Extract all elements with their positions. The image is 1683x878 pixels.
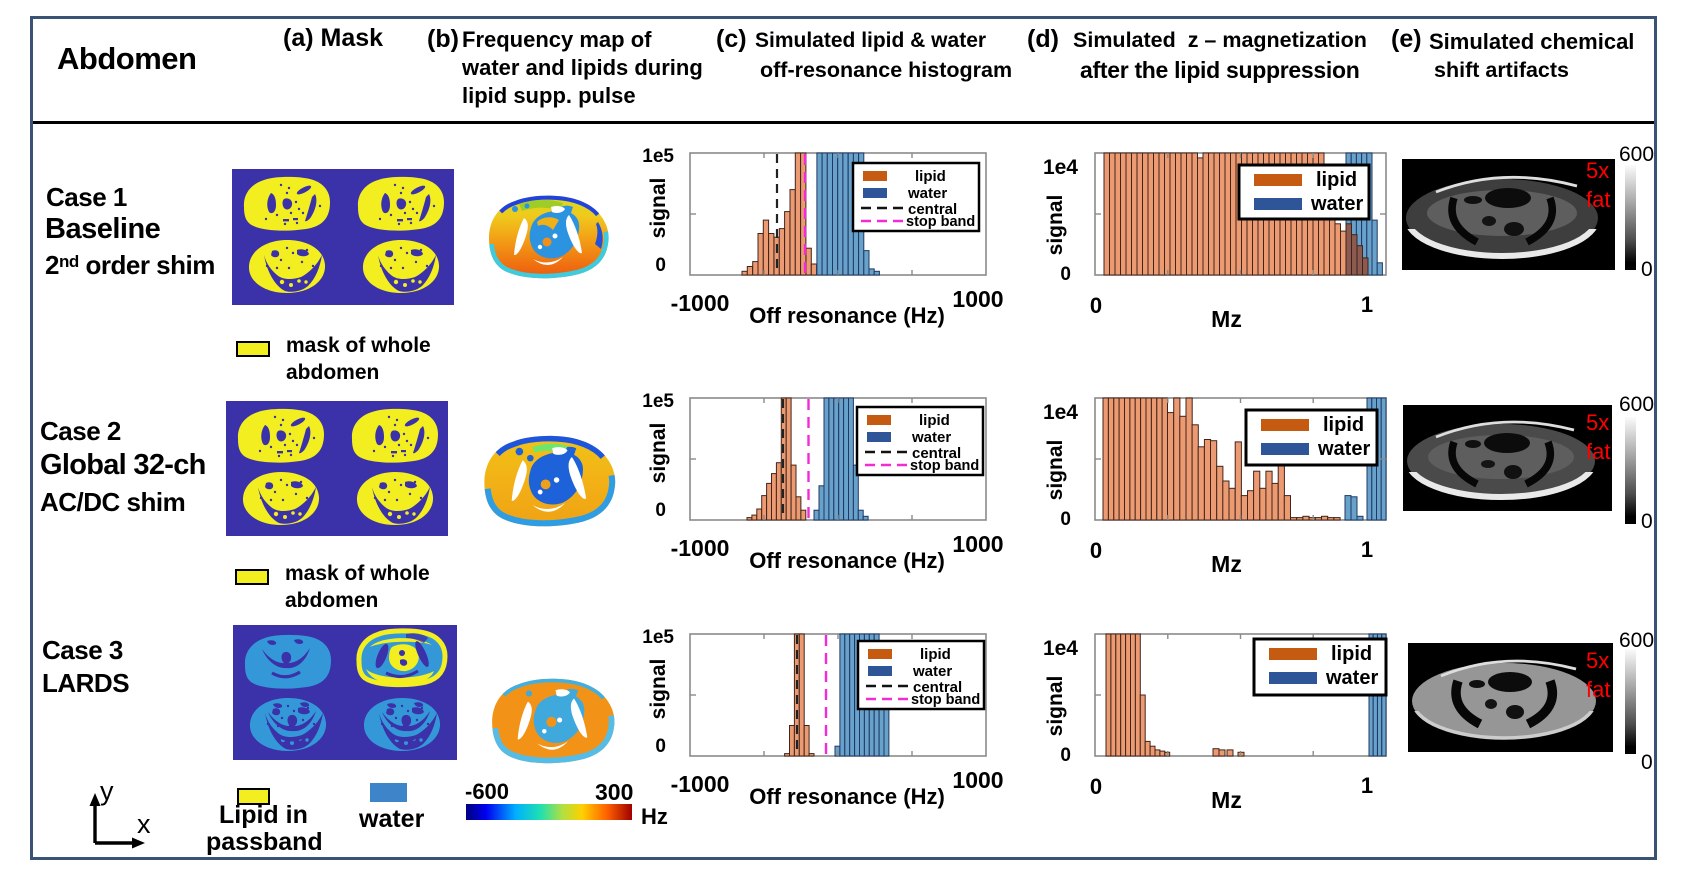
svg-text:stop band: stop band <box>911 692 980 708</box>
svg-text:-1000: -1000 <box>671 771 730 797</box>
svg-text:0: 0 <box>1060 264 1071 285</box>
svg-text:-1000: -1000 <box>671 290 730 316</box>
svg-text:0: 0 <box>1641 751 1653 774</box>
svg-text:0: 0 <box>1060 509 1071 530</box>
svg-text:0: 0 <box>1641 258 1653 281</box>
svg-text:fat: fat <box>1586 439 1610 464</box>
svg-text:signal: signal <box>1044 676 1067 737</box>
svg-text:Mz: Mz <box>1211 306 1242 331</box>
svg-text:water: water <box>911 429 951 446</box>
svg-text:600: 600 <box>1619 629 1654 652</box>
svg-text:water: water <box>907 185 947 202</box>
svg-text:1: 1 <box>1361 537 1373 562</box>
svg-text:signal: signal <box>647 659 670 720</box>
svg-text:600: 600 <box>1619 393 1654 416</box>
svg-text:central: central <box>913 679 962 696</box>
svg-text:fat: fat <box>1586 677 1610 702</box>
svg-text:0: 0 <box>1060 745 1071 766</box>
svg-text:-1000: -1000 <box>671 535 730 561</box>
svg-text:0: 0 <box>655 736 666 757</box>
svg-text:0: 0 <box>1090 293 1102 318</box>
svg-text:5x: 5x <box>1586 648 1609 673</box>
svg-text:0: 0 <box>655 500 666 521</box>
svg-text:water: water <box>1310 193 1363 215</box>
svg-text:Mz: Mz <box>1211 551 1242 576</box>
svg-text:Off resonance (Hz): Off resonance (Hz) <box>749 303 945 328</box>
svg-text:0: 0 <box>655 255 666 276</box>
svg-text:1000: 1000 <box>952 767 1003 793</box>
svg-text:lipid: lipid <box>1331 643 1372 665</box>
svg-text:water: water <box>1317 438 1370 460</box>
svg-text:1000: 1000 <box>952 286 1003 312</box>
svg-text:600: 600 <box>1619 143 1654 166</box>
svg-text:1e5: 1e5 <box>642 627 674 648</box>
svg-text:5x: 5x <box>1586 410 1609 435</box>
svg-text:1e5: 1e5 <box>642 391 674 412</box>
svg-text:1e4: 1e4 <box>1043 156 1078 179</box>
svg-text:stop band: stop band <box>910 458 979 474</box>
svg-text:Off resonance (Hz): Off resonance (Hz) <box>749 784 945 809</box>
svg-text:5x: 5x <box>1586 158 1609 183</box>
svg-text:signal: signal <box>647 423 670 484</box>
svg-text:1e4: 1e4 <box>1043 637 1078 660</box>
svg-text:lipid: lipid <box>920 646 951 663</box>
svg-text:signal: signal <box>1044 195 1067 256</box>
svg-text:lipid: lipid <box>919 412 950 429</box>
svg-text:lipid: lipid <box>1323 414 1364 436</box>
svg-text:0: 0 <box>1090 538 1102 563</box>
svg-text:1: 1 <box>1361 773 1373 798</box>
svg-text:water: water <box>912 663 952 680</box>
svg-text:lipid: lipid <box>915 168 946 185</box>
svg-text:0: 0 <box>1641 510 1653 533</box>
svg-text:1000: 1000 <box>952 531 1003 557</box>
svg-text:central: central <box>908 201 957 218</box>
svg-text:Mz: Mz <box>1211 787 1242 812</box>
svg-text:central: central <box>912 445 961 462</box>
svg-text:signal: signal <box>647 178 670 239</box>
svg-text:1e4: 1e4 <box>1043 401 1078 424</box>
svg-text:fat: fat <box>1586 187 1610 212</box>
svg-text:Off resonance (Hz): Off resonance (Hz) <box>749 548 945 573</box>
svg-text:1e5: 1e5 <box>642 146 674 167</box>
svg-text:1: 1 <box>1361 292 1373 317</box>
svg-text:0: 0 <box>1090 774 1102 799</box>
svg-text:water: water <box>1325 667 1378 689</box>
svg-text:stop band: stop band <box>906 214 975 230</box>
svg-text:signal: signal <box>1044 440 1067 501</box>
svg-text:lipid: lipid <box>1316 169 1357 191</box>
